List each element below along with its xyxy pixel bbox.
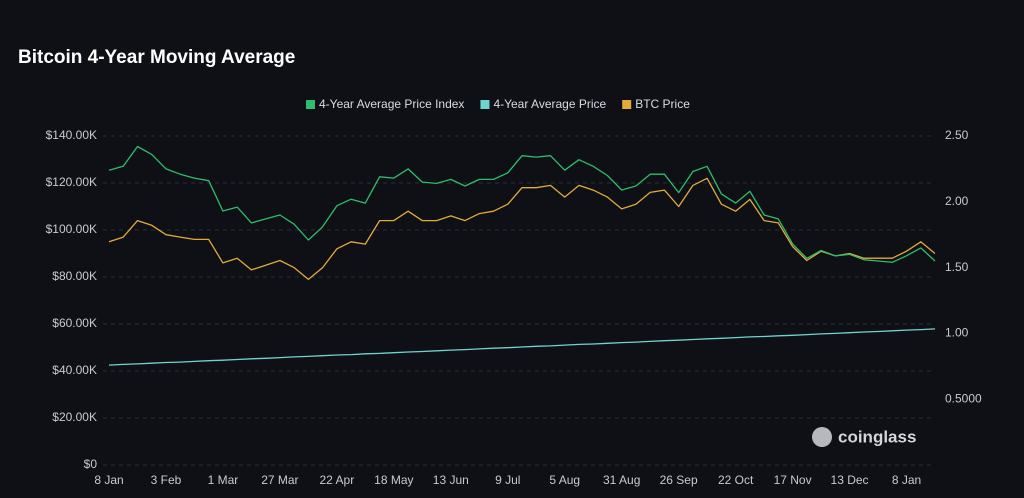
y-tick-label: $60.00K: [52, 316, 97, 330]
series-line: [108, 177, 936, 281]
legend-label: 4-Year Average Price: [493, 97, 606, 111]
x-tick-label: 9 Jul: [495, 473, 520, 487]
y2-tick-label: 1.50: [945, 260, 969, 274]
y-tick-label: $80.00K: [52, 269, 97, 283]
x-tick-label: 17 Nov: [774, 473, 812, 487]
x-tick-label: 27 Mar: [261, 473, 298, 487]
y-tick-label: $20.00K: [52, 410, 97, 424]
legend-swatch: [306, 100, 315, 109]
x-tick-label: 13 Dec: [831, 473, 869, 487]
legend-swatch: [480, 100, 490, 109]
y2-tick-label: 2.00: [945, 194, 969, 208]
x-tick-label: 26 Sep: [660, 473, 698, 487]
chart-title: Bitcoin 4-Year Moving Average: [18, 47, 295, 68]
x-tick-label: 13 Jun: [433, 473, 469, 487]
x-tick-label: 18 May: [374, 473, 413, 487]
x-tick-label: 1 Mar: [208, 473, 239, 487]
watermark: coinglass: [838, 427, 916, 446]
x-tick-label: 8 Jan: [94, 473, 123, 487]
y-tick-label: $100.00K: [46, 222, 97, 236]
series-line: [108, 328, 936, 366]
series-line: [108, 145, 936, 263]
y2-tick-label: 0.5000: [945, 391, 982, 405]
y-tick-label: $40.00K: [52, 363, 97, 377]
x-tick-label: 3 Feb: [151, 473, 182, 487]
y-tick-label: $0: [84, 457, 98, 471]
watermark-group: coinglass: [812, 427, 916, 447]
y-tick-label: $120.00K: [46, 175, 97, 189]
legend-swatch: [622, 100, 632, 109]
legend-label: 4-Year Average Price Index: [319, 97, 464, 111]
x-tick-label: 22 Oct: [718, 473, 754, 487]
y2-tick-label: 1.00: [945, 326, 969, 340]
y2-tick-label: 2.50: [945, 128, 969, 142]
watermark-logo: [812, 427, 832, 447]
legend-label: BTC Price: [635, 97, 690, 111]
x-tick-label: 5 Aug: [549, 473, 580, 487]
legend: 4-Year Average Price Index 4-Year Average…: [306, 97, 690, 111]
y-tick-label: $140.00K: [46, 128, 97, 142]
x-tick-label: 22 Apr: [320, 473, 355, 487]
x-tick-label: 8 Jan: [892, 473, 921, 487]
x-tick-label: 31 Aug: [603, 473, 640, 487]
